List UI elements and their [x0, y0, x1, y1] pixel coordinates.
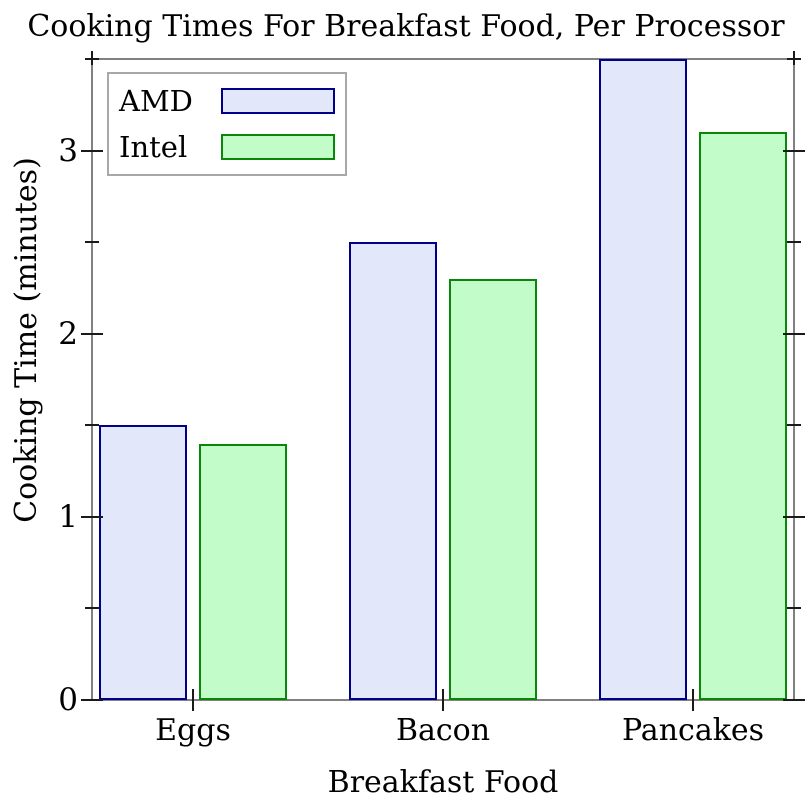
x-tick-label-bacon: Bacon [395, 713, 491, 748]
x-axis-label: Breakfast Food [327, 765, 559, 800]
legend-swatch-intel [221, 134, 335, 160]
x-tick-label-pancakes: Pancakes [621, 713, 765, 748]
chart-title: Cooking Times For Breakfast Food, Per Pr… [27, 9, 785, 44]
legend: AMD Intel [107, 72, 347, 176]
legend-rows: AMD Intel [119, 78, 335, 170]
y-axis-label: Cooking Time (minutes) [9, 157, 44, 523]
y-tick-label: 0 [58, 682, 78, 718]
legend-item-intel: Intel [119, 126, 335, 168]
legend-label-intel: Intel [119, 130, 188, 164]
legend-label-amd: AMD [119, 84, 193, 118]
legend-swatch-amd [221, 88, 335, 114]
legend-item-amd: AMD [119, 80, 335, 122]
x-tick-label-eggs: Eggs [155, 713, 231, 748]
